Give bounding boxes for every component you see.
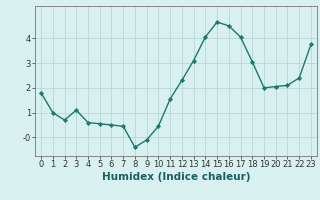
X-axis label: Humidex (Indice chaleur): Humidex (Indice chaleur) — [102, 172, 250, 182]
